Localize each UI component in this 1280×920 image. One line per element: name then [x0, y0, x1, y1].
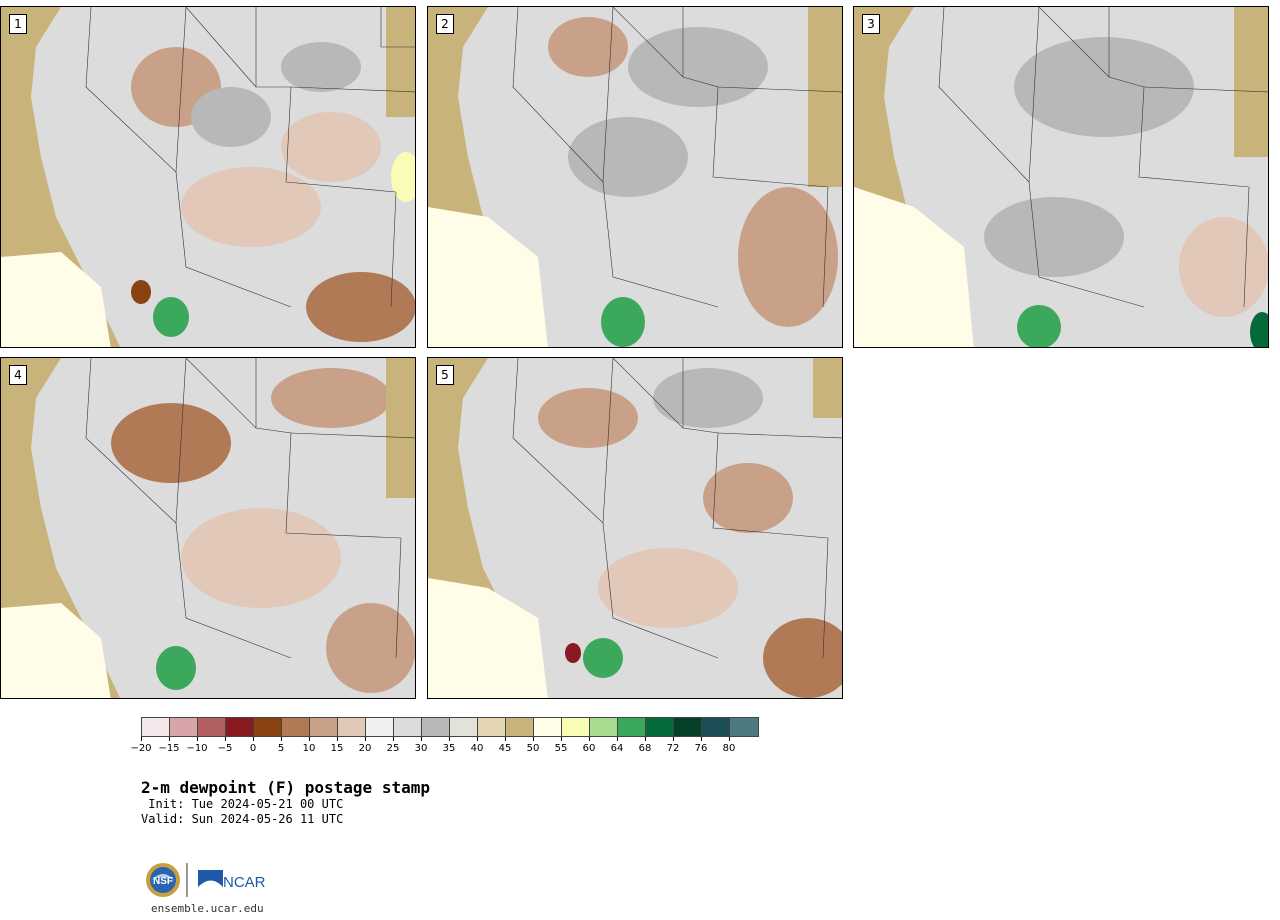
- colorbar-segment: [730, 718, 758, 736]
- colorbar-tick: [477, 737, 478, 741]
- colorbar-segment: [170, 718, 198, 736]
- site-url: ensemble.ucar.edu: [151, 902, 264, 915]
- colorbar-tick-label: 80: [722, 743, 736, 754]
- colorbar-segment: [450, 718, 478, 736]
- colorbar-tick: [337, 737, 338, 741]
- colorbar-tick: [309, 737, 310, 741]
- colorbar-tick-label: 68: [638, 743, 652, 754]
- colorbar-tick-label: 25: [386, 743, 400, 754]
- colorbar-tick-label: 20: [358, 743, 372, 754]
- colorbar-tick-label: −5: [217, 743, 233, 754]
- colorbar-segment: [310, 718, 338, 736]
- colorbar-tick-label: 72: [666, 743, 680, 754]
- colorbar-tick-label: 0: [249, 743, 257, 754]
- colorbar-tick-label: 5: [277, 743, 285, 754]
- colorbar-tick-label: 10: [302, 743, 316, 754]
- dewpoint-map-5: [428, 358, 842, 698]
- nsf-logo-icon: NSF: [146, 863, 180, 897]
- panel-number-label: 2: [436, 14, 454, 34]
- map-panel-3: 3: [853, 6, 1269, 348]
- colorbar-segment: [226, 718, 254, 736]
- colorbar-segment: [422, 718, 450, 736]
- colorbar-tick: [421, 737, 422, 741]
- colorbar-tick: [141, 737, 142, 741]
- dewpoint-colorbar: [141, 717, 759, 737]
- colorbar-tick: [225, 737, 226, 741]
- colorbar-segment: [562, 718, 590, 736]
- figure-title: 2-m dewpoint (F) postage stamp: [141, 778, 430, 797]
- panel-number-label: 1: [9, 14, 27, 34]
- colorbar-tick-label: 60: [582, 743, 596, 754]
- colorbar-tick: [729, 737, 730, 741]
- colorbar-tick: [589, 737, 590, 741]
- colorbar-segment: [702, 718, 730, 736]
- dewpoint-map-2: [428, 7, 842, 347]
- logos: NSF NCAR: [143, 860, 283, 900]
- map-panel-1: 1: [0, 6, 416, 348]
- colorbar-segment: [282, 718, 310, 736]
- colorbar-segment: [590, 718, 618, 736]
- colorbar-tick-label: 50: [526, 743, 540, 754]
- colorbar-segment: [198, 718, 226, 736]
- colorbar-tick: [617, 737, 618, 741]
- panel-number-label: 5: [436, 365, 454, 385]
- panel-number-label: 3: [862, 14, 880, 34]
- colorbar-tick-label: −10: [186, 743, 208, 754]
- colorbar-tick-label: 76: [694, 743, 708, 754]
- panel-number-label: 4: [9, 365, 27, 385]
- colorbar-segment: [534, 718, 562, 736]
- dewpoint-map-3: [854, 7, 1268, 347]
- colorbar-tick: [281, 737, 282, 741]
- colorbar-tick-label: −15: [158, 743, 180, 754]
- colorbar-tick-label: 64: [610, 743, 624, 754]
- colorbar-tick: [645, 737, 646, 741]
- colorbar-segment: [646, 718, 674, 736]
- svg-text:NSF: NSF: [153, 876, 173, 887]
- colorbar-ticks: −20 −15 −10 −5 0 5 10 15 20 25 30 35 40 45 50 55 60 64 68 7…: [130, 737, 757, 757]
- ncar-logo-icon: NCAR: [198, 870, 266, 891]
- svg-text:NCAR: NCAR: [223, 874, 266, 891]
- colorbar-tick-label: 35: [442, 743, 456, 754]
- colorbar-tick: [505, 737, 506, 741]
- colorbar-tick: [393, 737, 394, 741]
- colorbar-segment: [338, 718, 366, 736]
- colorbar-tick: [365, 737, 366, 741]
- colorbar-tick-label: 45: [498, 743, 512, 754]
- init-time: Init: Tue 2024-05-21 00 UTC: [141, 797, 344, 811]
- colorbar-segment: [142, 718, 170, 736]
- colorbar-tick: [533, 737, 534, 741]
- colorbar-segment: [674, 718, 702, 736]
- colorbar-tick: [449, 737, 450, 741]
- dewpoint-map-4: [1, 358, 415, 698]
- colorbar-segment: [366, 718, 394, 736]
- colorbar-tick: [197, 737, 198, 741]
- dewpoint-map-1: [1, 7, 415, 347]
- colorbar-tick-label: −20: [130, 743, 152, 754]
- colorbar-segment: [394, 718, 422, 736]
- colorbar-segment: [618, 718, 646, 736]
- colorbar-tick-label: 40: [470, 743, 484, 754]
- colorbar-segment: [506, 718, 534, 736]
- colorbar-tick-label: 15: [330, 743, 344, 754]
- map-panel-2: 2: [427, 6, 843, 348]
- colorbar-tick-label: 30: [414, 743, 428, 754]
- colorbar-tick: [701, 737, 702, 741]
- valid-time: Valid: Sun 2024-05-26 11 UTC: [141, 812, 344, 826]
- map-panel-4: 4: [0, 357, 416, 699]
- colorbar-tick: [673, 737, 674, 741]
- colorbar-tick: [169, 737, 170, 741]
- map-panel-5: 5: [427, 357, 843, 699]
- colorbar-tick: [561, 737, 562, 741]
- colorbar-tick-label: 55: [554, 743, 568, 754]
- colorbar-tick: [253, 737, 254, 741]
- colorbar-segment: [478, 718, 506, 736]
- colorbar-segment: [254, 718, 282, 736]
- logo-graphics: NSF NCAR: [146, 863, 266, 897]
